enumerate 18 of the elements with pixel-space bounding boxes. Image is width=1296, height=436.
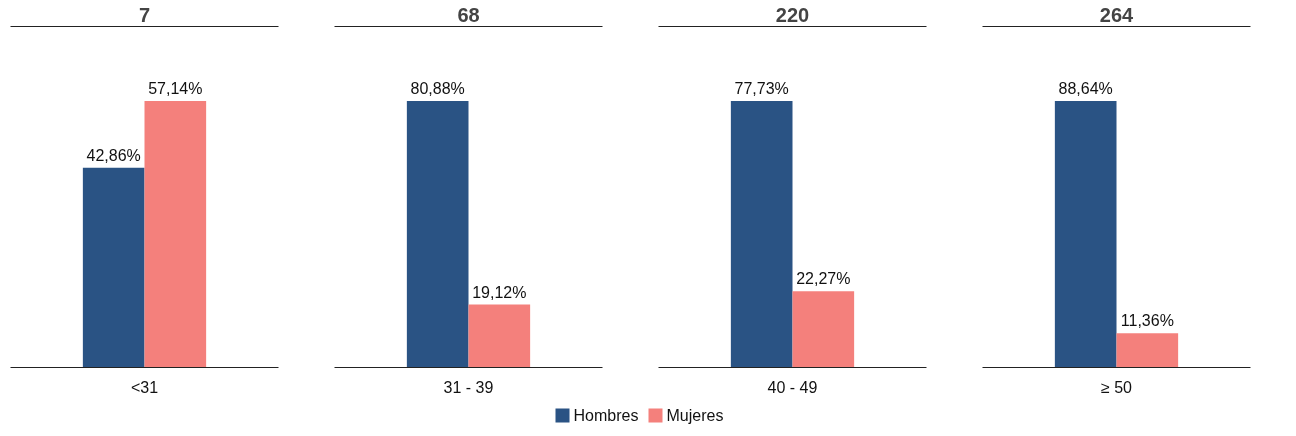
x-tick-label: 40 - 49 [767, 378, 818, 396]
legend-label: Hombres [573, 407, 639, 424]
chart-title: 220 [775, 3, 810, 26]
x-tick-label: <31 [130, 378, 159, 396]
data-label: 57,14% [148, 80, 203, 98]
data-label: 11,36% [1120, 312, 1174, 330]
data-label: 80,88% [410, 80, 465, 98]
data-label: 77,73% [734, 80, 789, 98]
chart-title: 68 [457, 3, 480, 26]
data-label: 22,27% [796, 270, 851, 288]
data-label: 88,64% [1058, 80, 1113, 98]
chart-title: 7 [138, 3, 151, 26]
data-label: 42,86% [86, 146, 141, 164]
chart-title: 264 [1099, 3, 1135, 26]
data-label: 19,12% [472, 283, 527, 301]
x-tick-label: 31 - 39 [443, 378, 494, 396]
x-tick-label: ≥ 50 [1100, 378, 1133, 396]
legend-label: Mujeres [666, 407, 724, 424]
